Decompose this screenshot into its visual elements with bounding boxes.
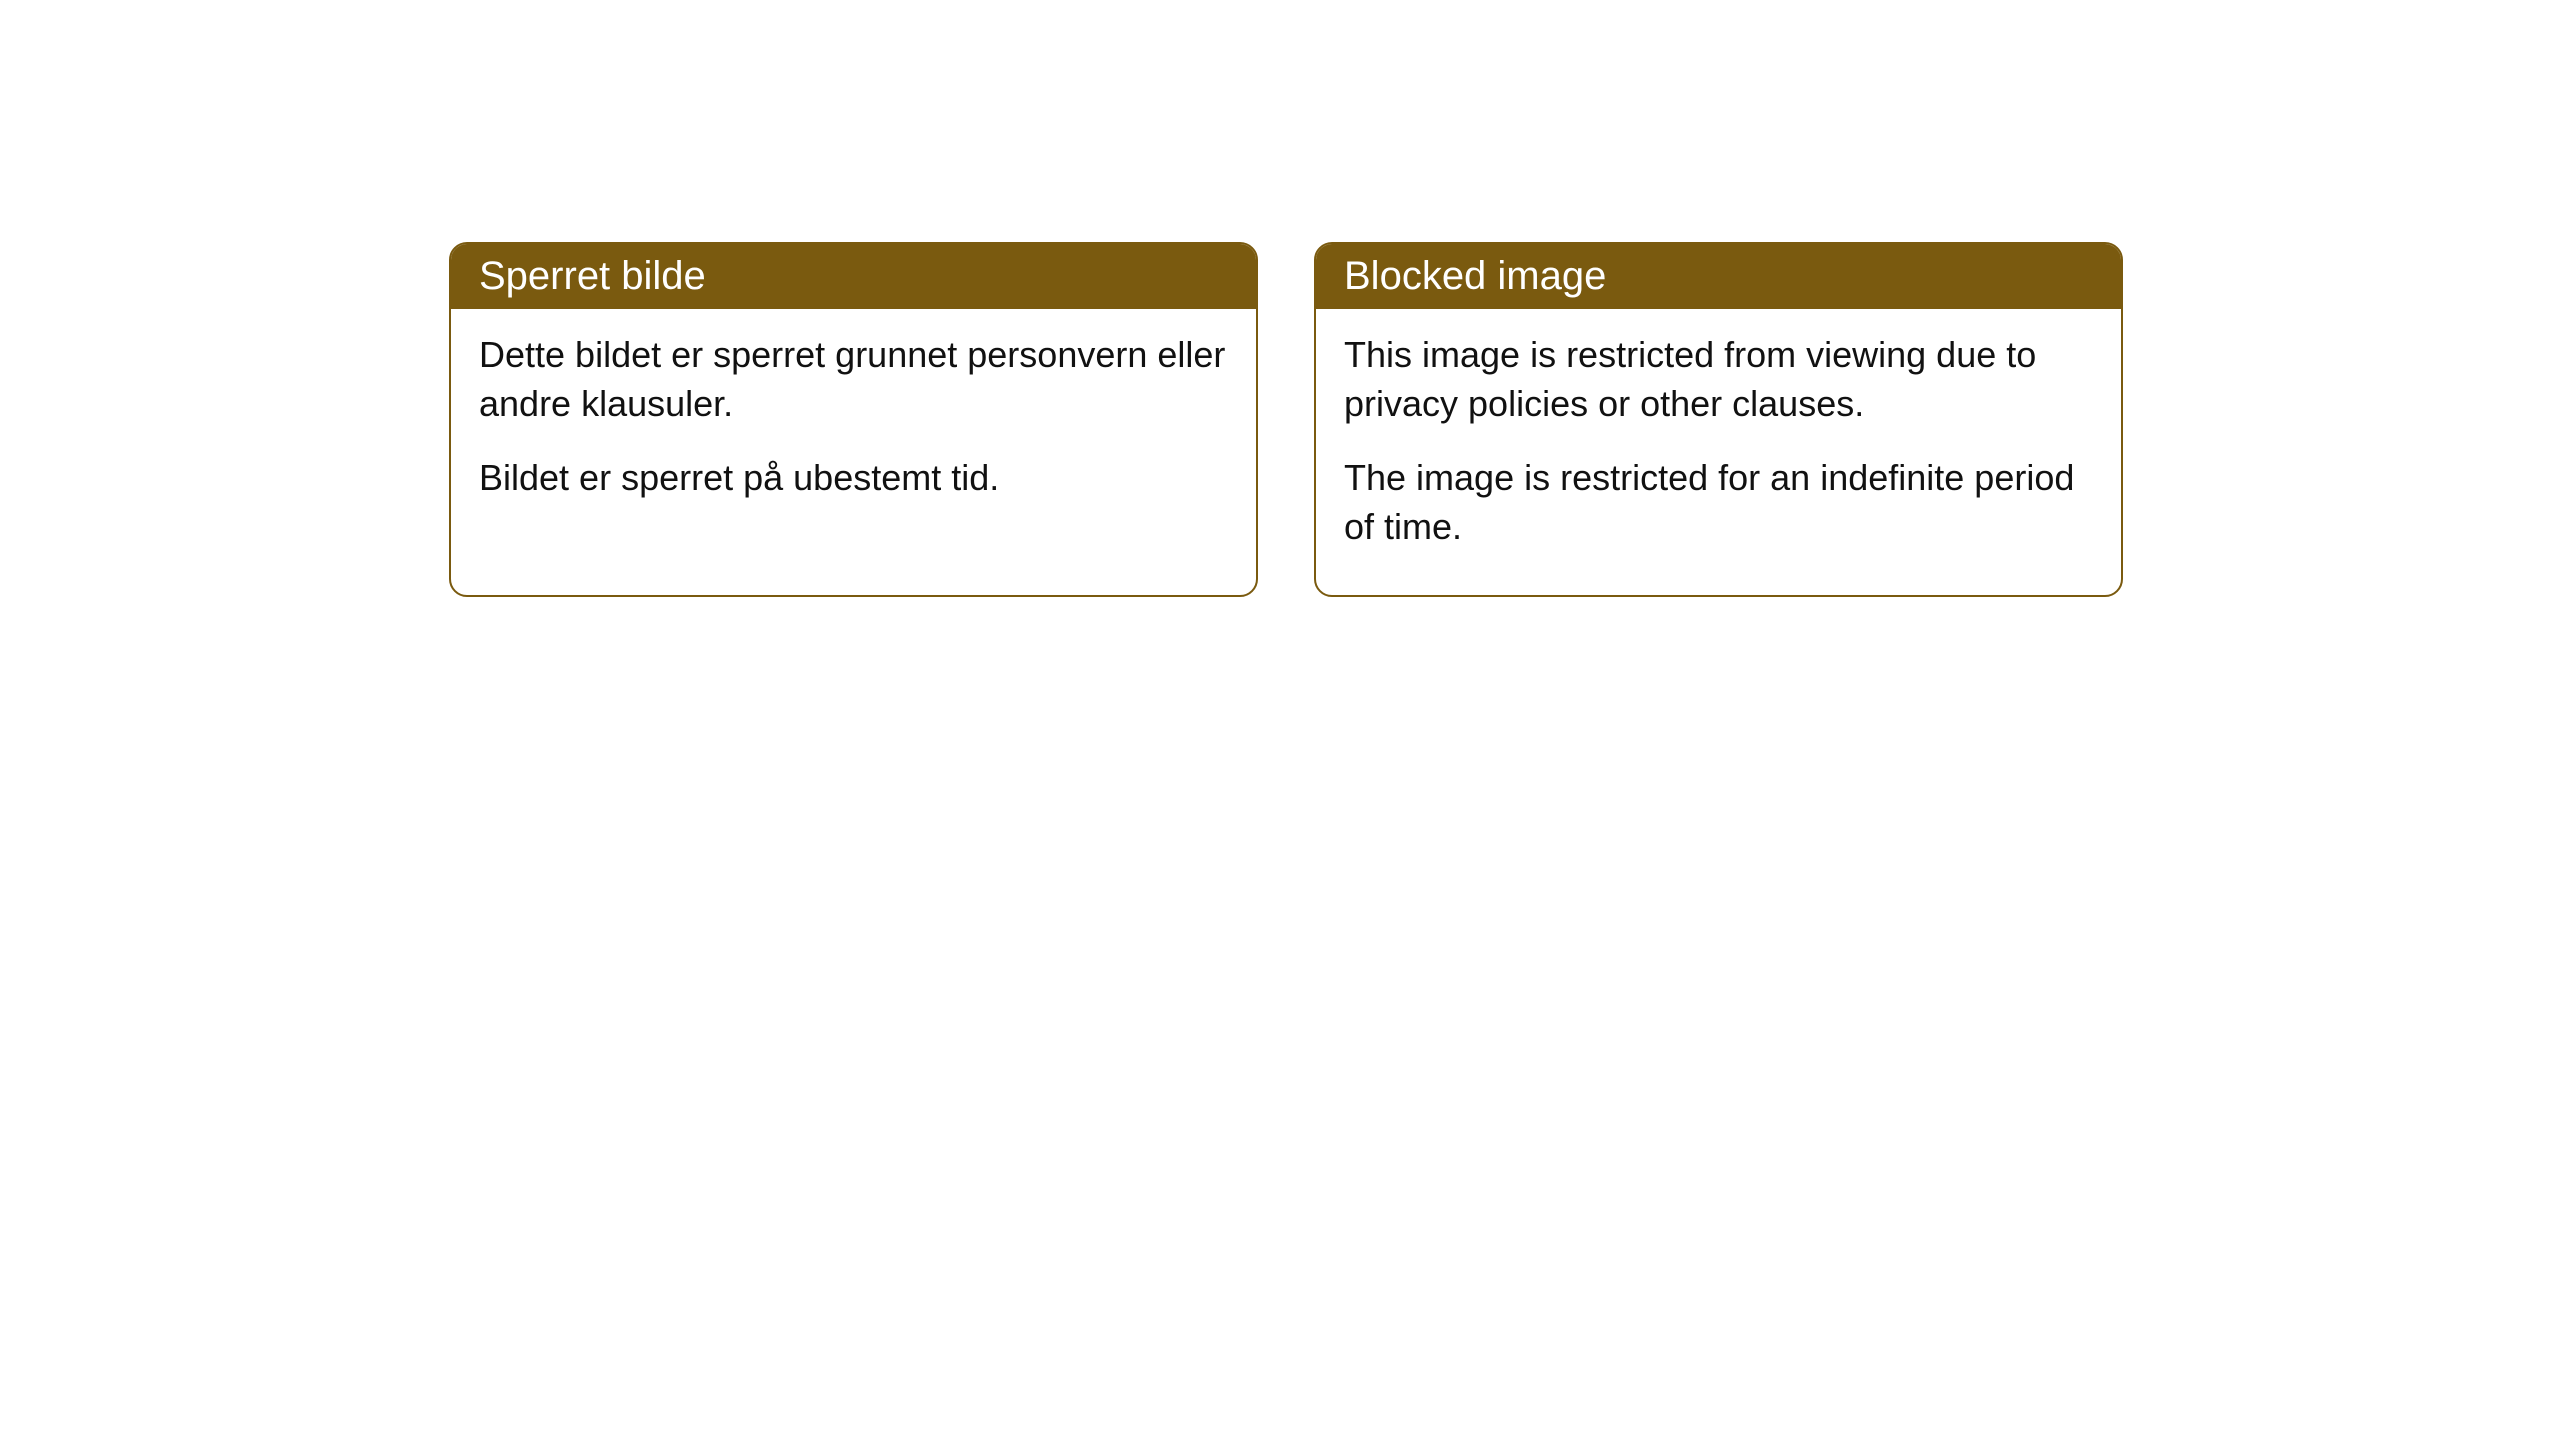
card-header: Sperret bilde: [451, 244, 1256, 309]
card-paragraph: Bildet er sperret på ubestemt tid.: [479, 454, 1228, 503]
card-paragraph: This image is restricted from viewing du…: [1344, 331, 2093, 428]
card-title: Blocked image: [1344, 254, 1606, 298]
card-header: Blocked image: [1316, 244, 2121, 309]
card-paragraph: The image is restricted for an indefinit…: [1344, 454, 2093, 551]
card-paragraph: Dette bildet er sperret grunnet personve…: [479, 331, 1228, 428]
card-title: Sperret bilde: [479, 254, 706, 298]
card-body: Dette bildet er sperret grunnet personve…: [451, 309, 1256, 547]
card-body: This image is restricted from viewing du…: [1316, 309, 2121, 595]
notice-card-norwegian: Sperret bilde Dette bildet er sperret gr…: [449, 242, 1258, 597]
notice-cards-container: Sperret bilde Dette bildet er sperret gr…: [449, 242, 2123, 597]
notice-card-english: Blocked image This image is restricted f…: [1314, 242, 2123, 597]
